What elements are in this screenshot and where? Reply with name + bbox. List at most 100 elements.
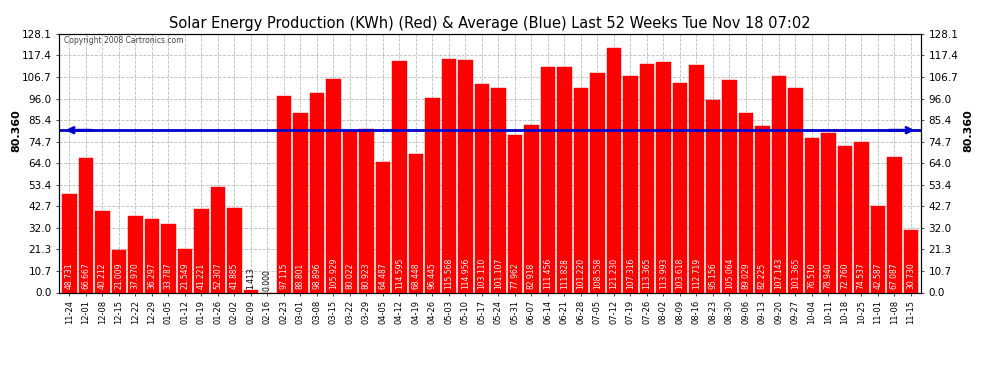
Text: 107.316: 107.316 [626,258,635,290]
Bar [442,59,456,292]
Bar [326,78,341,292]
Bar [458,60,472,292]
Bar [771,76,786,292]
Text: 114.595: 114.595 [395,258,404,290]
Text: 98.896: 98.896 [312,263,322,290]
Bar [194,209,209,292]
Text: 66.667: 66.667 [81,263,90,290]
Bar [409,154,423,292]
Bar [623,76,638,292]
Bar [276,96,291,292]
Bar [343,131,357,292]
Bar [161,224,175,292]
Text: 1.413: 1.413 [247,267,255,289]
Bar [904,230,918,292]
Text: 111.456: 111.456 [544,258,552,290]
Bar [838,146,852,292]
Text: 80.360: 80.360 [12,109,22,152]
Bar [491,88,506,292]
Text: 33.787: 33.787 [163,263,173,290]
Bar [573,88,588,292]
Bar [722,80,737,292]
Bar [508,135,522,292]
Text: 88.801: 88.801 [296,263,305,290]
Text: 41.885: 41.885 [230,263,239,290]
Text: 80.360: 80.360 [963,109,973,152]
Bar [211,187,225,292]
Bar [640,63,654,292]
Bar [854,142,868,292]
Text: 41.221: 41.221 [197,263,206,290]
Bar [359,129,373,292]
Text: 77.962: 77.962 [510,263,520,290]
Text: 72.760: 72.760 [841,263,849,290]
Bar [805,138,819,292]
Text: 80.923: 80.923 [361,263,371,290]
Text: 101.107: 101.107 [494,258,503,290]
Bar [293,113,308,292]
Bar [821,133,836,292]
Text: 80.022: 80.022 [346,263,354,290]
Text: 101.365: 101.365 [791,258,800,290]
Bar [78,158,93,292]
Text: 101.220: 101.220 [576,258,585,290]
Bar [870,207,885,292]
Bar [177,249,192,292]
Text: 36.297: 36.297 [148,263,156,290]
Bar [607,48,621,292]
Text: 76.510: 76.510 [807,263,817,290]
Text: 103.110: 103.110 [477,258,486,290]
Text: 48.731: 48.731 [64,263,74,290]
Text: 121.230: 121.230 [609,258,619,290]
Bar [375,162,390,292]
Text: 78.940: 78.940 [824,263,833,290]
Bar [656,62,670,292]
Text: 114.956: 114.956 [460,258,470,290]
Text: 52.307: 52.307 [213,263,223,290]
Bar [244,290,258,292]
Text: 103.618: 103.618 [675,258,684,290]
Text: 67.087: 67.087 [890,263,899,290]
Text: 82.918: 82.918 [527,263,536,290]
Bar [524,125,539,292]
Bar [145,219,159,292]
Text: Copyright 2008 Cartronics.com: Copyright 2008 Cartronics.com [63,36,183,45]
Bar [95,211,110,292]
Bar [706,100,720,292]
Bar [590,73,605,292]
Text: 30.730: 30.730 [906,263,916,290]
Bar [541,68,555,292]
Text: 64.487: 64.487 [378,263,387,290]
Text: 21.009: 21.009 [114,263,124,290]
Bar [392,61,407,292]
Text: 0.000: 0.000 [262,270,272,291]
Text: 40.212: 40.212 [98,263,107,290]
Text: 105.064: 105.064 [725,258,734,290]
Text: 113.365: 113.365 [643,258,651,290]
Text: 37.970: 37.970 [131,263,140,290]
Bar [62,194,76,292]
Bar [474,84,489,292]
Text: 113.993: 113.993 [658,258,668,290]
Bar [310,93,324,292]
Text: 115.568: 115.568 [445,258,453,290]
Bar [689,65,704,292]
Bar [425,98,440,292]
Bar [112,250,126,292]
Text: 21.549: 21.549 [180,263,189,290]
Bar [557,67,571,292]
Text: 107.143: 107.143 [774,258,783,290]
Bar [227,208,242,292]
Text: 108.558: 108.558 [593,258,602,290]
Text: 74.537: 74.537 [856,263,866,290]
Bar [739,112,753,292]
Text: 89.029: 89.029 [742,263,750,290]
Text: 68.448: 68.448 [411,263,421,290]
Text: 97.115: 97.115 [279,263,288,290]
Text: 95.156: 95.156 [708,263,718,290]
Text: 112.719: 112.719 [692,258,701,290]
Text: 105.929: 105.929 [329,258,338,290]
Bar [887,157,902,292]
Bar [755,126,769,292]
Text: 42.587: 42.587 [873,263,882,290]
